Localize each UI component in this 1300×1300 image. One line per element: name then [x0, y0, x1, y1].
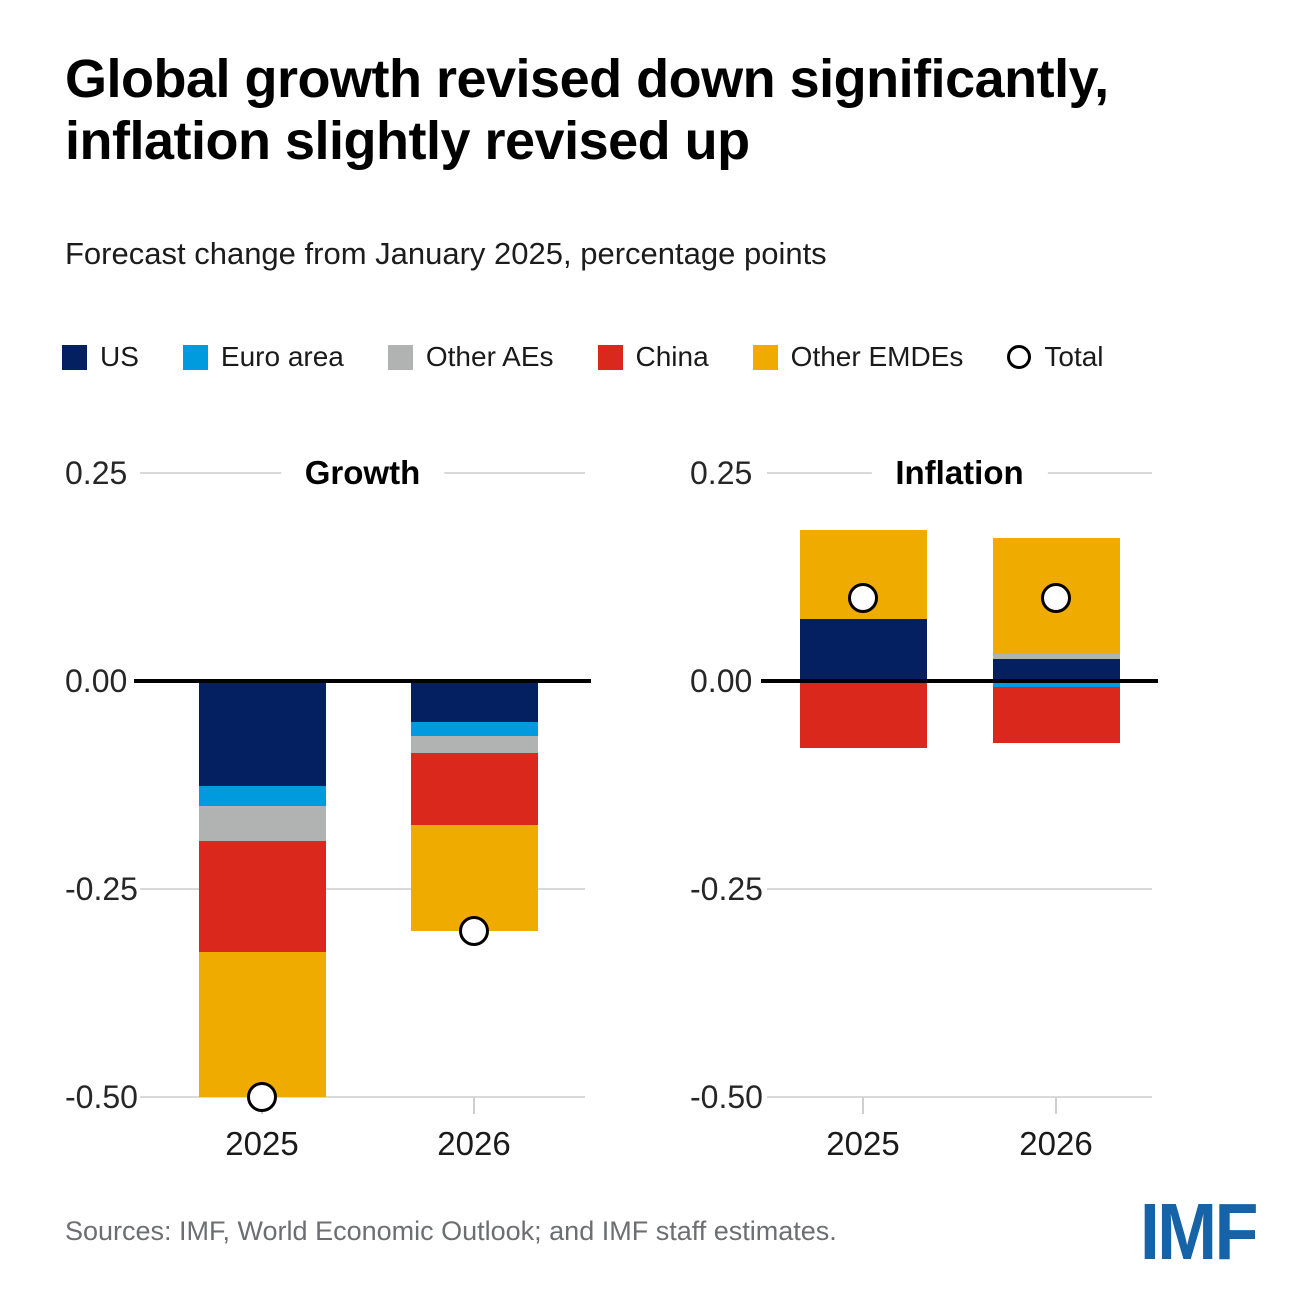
- legend-item-china: China: [597, 341, 709, 373]
- page-title: Global growth revised down significantly…: [65, 48, 1245, 172]
- source-note: Sources: IMF, World Economic Outlook; an…: [65, 1216, 837, 1246]
- bar-segment-other-aes: [198, 805, 326, 841]
- legend-label: US: [100, 341, 139, 372]
- bar-segment-china: [799, 681, 927, 749]
- total-marker: [247, 1082, 277, 1112]
- growth-chart: Growth 2025 2026 0.25 0.00 -0.25 -0.50: [65, 452, 591, 1176]
- legend: US Euro area Other AEs China Other EMDEs Tota…: [62, 341, 1104, 373]
- y-tick-label: 0.25: [690, 455, 753, 491]
- zero-line: [134, 679, 591, 683]
- bar-segment-us: [410, 681, 538, 722]
- legend-label: China: [635, 341, 709, 372]
- total-marker: [459, 915, 489, 946]
- y-tick-label: 0.25: [65, 455, 128, 491]
- y-tick-label: 0.00: [65, 663, 128, 699]
- legend-item-other-aes: Other AEs: [387, 341, 554, 373]
- x-tick-label: 2025: [826, 1125, 900, 1162]
- legend-label: Other EMDEs: [790, 341, 964, 372]
- legend-swatch-icon: [597, 344, 623, 370]
- legend-swatch-icon: [182, 344, 208, 370]
- bar-segment-euro-area: [992, 681, 1120, 687]
- legend-item-total: Total: [1007, 341, 1104, 373]
- page-title-line1: Global growth revised down significantly…: [65, 49, 1109, 109]
- legend-item-euro-area: Euro area: [182, 341, 344, 373]
- legend-swatch-icon: [387, 344, 413, 370]
- x-tick-label: 2025: [225, 1125, 299, 1162]
- page-title-line2: inflation slightly revised up: [65, 111, 750, 171]
- legend-label: Other AEs: [425, 341, 554, 372]
- total-marker: [1041, 582, 1071, 613]
- x-tick-label: 2026: [1019, 1125, 1093, 1162]
- x-tick: [473, 1097, 475, 1114]
- gridline: [140, 888, 585, 890]
- bar-segment-other-aes: [410, 735, 538, 753]
- inflation-chart: Inflation 2025 2026 0.25 0.00 -0.25 -0.50: [690, 452, 1158, 1176]
- x-tick: [862, 1097, 864, 1114]
- total-marker: [848, 582, 878, 613]
- legend-item-us: US: [62, 341, 139, 373]
- bar-segment-us: [198, 681, 326, 786]
- zero-line: [761, 679, 1158, 683]
- bar-segment-other-emdes: [198, 952, 326, 1097]
- chart-title: Growth: [280, 452, 445, 494]
- legend-swatch-icon: [752, 344, 778, 370]
- x-tick-label: 2026: [437, 1125, 511, 1162]
- legend-label: Total: [1044, 341, 1104, 372]
- legend-item-other-emdes: Other EMDEs: [752, 341, 964, 373]
- y-tick-label: -0.25: [690, 871, 763, 907]
- chart-subtitle: Forecast change from January 2025, perce…: [65, 236, 827, 271]
- bar-segment-china: [992, 686, 1120, 744]
- gridline: [767, 1096, 1152, 1098]
- y-tick-label: -0.50: [690, 1079, 763, 1115]
- bar-segment-china: [198, 840, 326, 953]
- total-circle-icon: [1007, 345, 1032, 369]
- x-tick: [1055, 1097, 1057, 1114]
- y-tick-label: -0.25: [65, 871, 138, 907]
- bar-segment-other-aes: [992, 654, 1120, 660]
- plot-area: Growth 2025 2026: [134, 452, 591, 1162]
- bar-segment-euro-area: [198, 785, 326, 806]
- plot-area: Inflation 2025 2026: [761, 452, 1158, 1162]
- bar-segment-china: [410, 752, 538, 825]
- y-tick-label: 0.00: [690, 663, 753, 699]
- gridline: [767, 888, 1152, 890]
- bar-segment-us: [799, 619, 927, 681]
- legend-swatch-icon: [62, 344, 87, 370]
- bar-segment-other-emdes: [410, 824, 538, 931]
- chart-title: Inflation: [871, 452, 1048, 494]
- imf-logo: IMF: [1140, 1187, 1259, 1276]
- gridline: [140, 1096, 585, 1098]
- bar-segment-euro-area: [410, 721, 538, 736]
- bar-segment-us: [992, 659, 1120, 681]
- y-tick-label: -0.50: [65, 1079, 138, 1115]
- legend-label: Euro area: [220, 341, 344, 372]
